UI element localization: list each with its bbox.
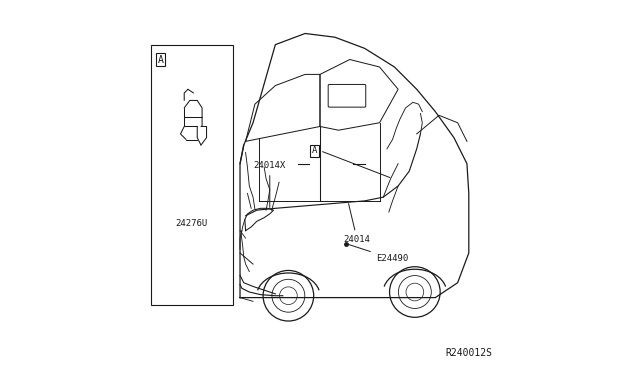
Text: R240012S: R240012S [445, 349, 492, 358]
Text: 24276U: 24276U [175, 219, 208, 228]
Text: 24014: 24014 [344, 203, 371, 244]
Text: E24490: E24490 [349, 244, 408, 263]
Text: 24014X: 24014X [253, 161, 286, 208]
Text: A: A [158, 55, 164, 64]
Bar [151, 45, 232, 305]
Text: A: A [312, 146, 317, 155]
